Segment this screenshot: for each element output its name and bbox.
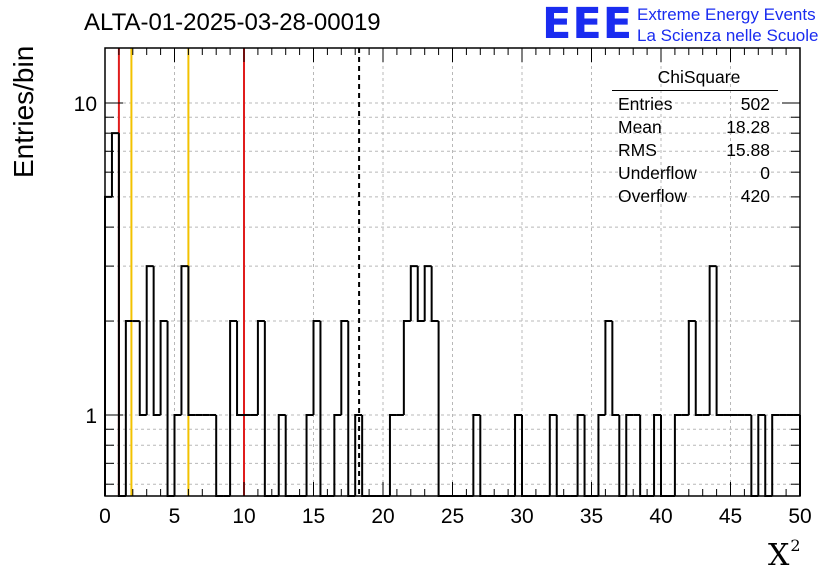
histogram-bin [145, 265, 154, 415]
histogram-bin [354, 413, 363, 496]
histogram-bin [277, 413, 286, 496]
histogram-bin [472, 413, 481, 496]
x-tick-label: 20 [371, 505, 394, 528]
stat-row-underflow: Underflow 0 [612, 162, 778, 185]
histogram-bin [673, 413, 682, 496]
histogram-bin [236, 321, 244, 416]
stats-divider [612, 90, 778, 91]
chart-title: ALTA-01-2025-03-28-00019 [84, 9, 381, 36]
histogram-bin [597, 413, 606, 496]
stat-row-rms: RMS 15.88 [612, 139, 778, 162]
stat-label: Entries [618, 94, 673, 114]
x-tick-label: 25 [441, 505, 464, 528]
histogram-bin [312, 320, 321, 415]
histogram-bin [159, 320, 168, 415]
x-tick-label: 10 [232, 505, 255, 528]
x-tick-label: 45 [719, 505, 742, 528]
histogram-bin [625, 413, 634, 496]
histogram-bin [402, 320, 411, 415]
stats-title: ChiSquare [657, 67, 741, 87]
x-tick-label: 30 [510, 505, 533, 528]
stat-value: 18.28 [726, 117, 770, 137]
histogram-bin [576, 413, 585, 496]
y-tick-label: 1 [85, 405, 97, 428]
histogram-bin [229, 320, 238, 496]
y-tick-label: 10 [74, 93, 97, 116]
logo-line-1: Extreme Energy Events [637, 5, 816, 24]
x-tick-label: 5 [169, 505, 181, 528]
histogram-bin [152, 266, 161, 416]
histogram-bin [423, 265, 432, 322]
eee-logo: EEE [542, 0, 634, 49]
stat-label: Mean [618, 117, 662, 137]
x-axis-label: X2 [768, 536, 801, 573]
histogram-bin [771, 413, 780, 496]
stats-box: ChiSquare Entries 502 Mean 18.28 RMS 15.… [612, 64, 778, 208]
x-tick-label: 50 [788, 505, 811, 528]
histogram-bin [604, 320, 613, 415]
histogram-bin [611, 321, 620, 416]
stat-value: 420 [740, 186, 770, 206]
histogram-bin [187, 266, 196, 416]
x-tick-label: 0 [99, 505, 111, 528]
stat-value: 15.88 [726, 140, 770, 160]
histogram-bin [333, 413, 342, 496]
x-tick-label: 35 [580, 505, 603, 528]
histogram-bin [124, 320, 133, 496]
logo-line-2: La Scienza nelle Scuole [637, 26, 819, 45]
histogram-bin [757, 413, 766, 496]
x-axis-label-base: X [768, 538, 790, 573]
histogram-bin [548, 413, 557, 496]
histogram-bin [138, 321, 147, 416]
stat-label: Underflow [618, 163, 697, 183]
histogram-bin [416, 266, 425, 323]
stat-row-overflow: Overflow 420 [612, 185, 778, 208]
x-axis-label-superscript: 2 [790, 536, 801, 555]
histogram-bin [687, 320, 696, 415]
histogram-bin [409, 265, 418, 322]
stat-label: Overflow [618, 186, 688, 206]
stat-value: 502 [740, 94, 770, 114]
histogram-bin [388, 413, 397, 496]
histogram-bin [180, 265, 189, 415]
histogram-bin [708, 265, 717, 415]
stat-value: 0 [760, 163, 770, 183]
histogram-bin [715, 266, 724, 416]
histogram-bin [256, 320, 265, 415]
histogram-bin [340, 320, 349, 415]
histogram-bin [694, 321, 703, 416]
histogram-bin [430, 266, 439, 323]
stat-label: RMS [618, 140, 657, 160]
histogram-bin [514, 413, 522, 496]
histogram-bin [173, 413, 182, 496]
x-tick-label: 15 [302, 505, 325, 528]
histogram-bin [653, 413, 661, 496]
stat-row-mean: Mean 18.28 [612, 116, 778, 139]
stat-row-entries: Entries 502 [612, 93, 778, 116]
histogram-bin [305, 413, 314, 496]
x-tick-label: 40 [649, 505, 672, 528]
